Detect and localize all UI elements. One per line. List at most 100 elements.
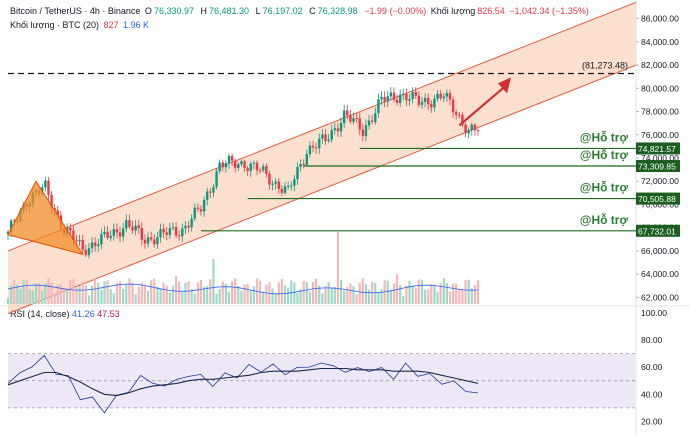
volume-bar — [367, 289, 371, 304]
volume-bar — [355, 294, 358, 304]
volume-bar — [72, 279, 75, 304]
candle-body — [240, 161, 243, 165]
ohlc-h: H 76,481.30 — [200, 6, 250, 16]
volume-bar — [305, 282, 308, 304]
candle-body — [249, 163, 252, 171]
candle-body — [97, 244, 100, 247]
volume-bar — [439, 283, 442, 304]
volume-bar — [10, 285, 13, 304]
volume-bar — [59, 284, 63, 304]
volume-bar — [153, 278, 156, 304]
volume-ma-line — [7, 283, 479, 295]
volume-bar — [231, 281, 234, 304]
candle-body — [212, 186, 215, 193]
volume-bar — [47, 278, 50, 304]
volume-bar — [143, 286, 147, 304]
candle-body — [218, 162, 221, 172]
candle-body — [255, 162, 259, 171]
volume-bar — [81, 281, 84, 304]
candle-body — [137, 225, 140, 229]
candle-body — [296, 166, 299, 180]
volume-bar — [174, 276, 178, 304]
volume-bar — [196, 282, 199, 304]
candle-body — [361, 129, 365, 137]
candle-body — [174, 227, 178, 236]
volume-bar — [473, 285, 476, 304]
volume-bar — [315, 278, 318, 304]
candle-body — [227, 155, 231, 164]
candle-body — [230, 155, 234, 161]
candle-body — [118, 232, 122, 237]
volume-bar — [134, 294, 137, 304]
candle-body — [162, 229, 165, 233]
candle-body — [358, 118, 361, 130]
candle-body — [367, 120, 371, 126]
candle-body — [206, 191, 209, 200]
candle-body — [389, 92, 393, 97]
candle-body — [84, 249, 88, 256]
candle-body — [383, 96, 386, 102]
volume-bar — [262, 291, 265, 304]
candle-body — [237, 164, 240, 168]
volume-bar — [377, 292, 380, 304]
volume-bar — [389, 289, 392, 304]
volume-bar — [249, 290, 252, 304]
candle-body — [274, 181, 277, 184]
candle-body — [423, 97, 427, 102]
chart-header-line1: Bitcoin / TetherUS · 4h · Binance O 76,33… — [10, 6, 591, 16]
volume-bar — [339, 280, 343, 304]
price-tick-label: 84,000.00 — [641, 37, 679, 47]
volume-bar — [209, 279, 212, 304]
ohlc-c: C 76,328.98 — [309, 6, 358, 16]
candle-body — [153, 239, 156, 245]
volume-bar — [333, 287, 336, 304]
volume-bar — [476, 280, 480, 304]
candle-body — [476, 130, 480, 132]
candle-body — [103, 231, 106, 235]
volume-bar — [318, 285, 321, 304]
support-tag: @Hỗ trợ — [580, 147, 629, 162]
candle-body — [202, 199, 206, 212]
ohlc-change: −1.99 (−0.00%) — [364, 6, 427, 16]
candle-body — [327, 139, 330, 142]
volume-bar — [321, 293, 324, 304]
volume-bar — [156, 286, 159, 304]
volume-bar — [380, 289, 383, 304]
candle-body — [215, 171, 218, 187]
candle-body — [286, 185, 290, 187]
candle-body — [146, 237, 150, 244]
volume-bar — [364, 284, 368, 304]
candle-body — [262, 166, 265, 171]
volume-bar — [451, 283, 455, 304]
volume-bar — [90, 285, 94, 304]
support-price-tag — [636, 142, 680, 155]
candle-body — [321, 134, 324, 139]
candle-body — [106, 231, 109, 238]
volume-bar — [22, 279, 25, 304]
volume-ma-v2: 1.96 K — [123, 20, 150, 30]
volume-bar — [436, 292, 439, 304]
volume-bar — [252, 286, 255, 304]
support-price-label: 74,821.57 — [638, 144, 676, 154]
volume-bar — [299, 289, 302, 304]
rsi-tick-label: 60.00 — [641, 362, 663, 372]
candle-body — [402, 93, 405, 95]
volume-bar — [227, 291, 231, 304]
volume-bar — [25, 280, 28, 304]
volume-value: 826.54 — [477, 6, 505, 16]
candle-body — [411, 91, 414, 100]
candle-body — [177, 235, 181, 237]
volume-bar — [94, 279, 97, 304]
volume-bar — [308, 291, 312, 304]
volume-bar — [206, 285, 209, 304]
candle-body — [426, 97, 430, 105]
candle-body — [430, 104, 433, 108]
volume-bar — [218, 289, 221, 304]
support-price-label: 70,505.88 — [638, 194, 676, 204]
volume-bar — [346, 286, 349, 304]
volume-bar — [69, 279, 72, 304]
volume-bar — [103, 281, 106, 304]
volume-bar — [62, 288, 66, 304]
rsi-tick-label: 100.00 — [641, 308, 667, 318]
